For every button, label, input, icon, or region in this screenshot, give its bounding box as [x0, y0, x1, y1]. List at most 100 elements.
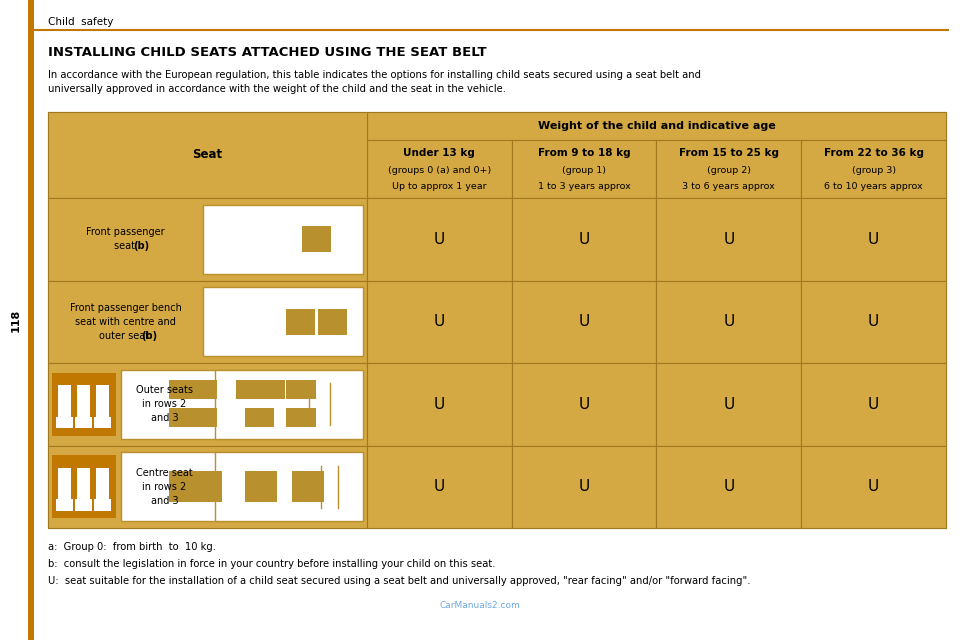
- Bar: [657, 445, 802, 528]
- Text: From 15 to 25 kg: From 15 to 25 kg: [679, 148, 779, 157]
- Bar: [48, 363, 367, 445]
- Text: U: U: [868, 314, 879, 329]
- Text: (groups 0 (a) and 0+): (groups 0 (a) and 0+): [388, 166, 491, 175]
- Bar: [657, 140, 802, 198]
- Bar: [48, 445, 367, 528]
- Bar: [512, 280, 657, 363]
- Bar: [97, 385, 108, 417]
- Bar: [75, 417, 91, 428]
- Bar: [367, 363, 512, 445]
- Text: U: U: [723, 479, 734, 494]
- Text: (b): (b): [132, 241, 149, 252]
- Bar: [48, 198, 367, 280]
- Bar: [121, 370, 362, 439]
- Bar: [77, 468, 89, 499]
- Bar: [512, 445, 657, 528]
- Text: U: U: [578, 232, 589, 247]
- Bar: [802, 140, 946, 198]
- Text: U: U: [434, 232, 444, 247]
- Bar: [57, 499, 72, 511]
- Bar: [52, 373, 114, 436]
- Text: U: U: [868, 479, 879, 494]
- Text: Weight of the child and indicative age: Weight of the child and indicative age: [538, 121, 776, 131]
- Bar: [60, 385, 71, 417]
- Bar: [657, 198, 802, 280]
- Text: U: U: [434, 397, 444, 412]
- Text: (b): (b): [141, 331, 157, 340]
- Bar: [802, 445, 946, 528]
- Bar: [58, 417, 73, 428]
- Text: 6 to 10 years approx: 6 to 10 years approx: [825, 182, 923, 191]
- Text: Child  safety: Child safety: [48, 17, 113, 27]
- Text: Front passenger: Front passenger: [86, 227, 165, 237]
- Text: U: U: [723, 314, 734, 329]
- Text: Front passenger bench: Front passenger bench: [70, 303, 181, 313]
- Bar: [76, 499, 92, 511]
- Text: a:  Group 0:  from birth  to  10 kg.: a: Group 0: from birth to 10 kg.: [48, 542, 216, 552]
- Text: Centre seat
in rows 2
and 3: Centre seat in rows 2 and 3: [136, 468, 193, 506]
- Bar: [802, 198, 946, 280]
- Bar: [94, 499, 109, 511]
- Bar: [245, 471, 277, 502]
- Bar: [367, 198, 512, 280]
- Bar: [59, 385, 70, 417]
- Bar: [286, 308, 315, 335]
- Bar: [76, 417, 92, 428]
- Text: INSTALLING CHILD SEATS ATTACHED USING THE SEAT BELT: INSTALLING CHILD SEATS ATTACHED USING TH…: [48, 46, 487, 59]
- Bar: [512, 140, 657, 198]
- Bar: [95, 499, 111, 511]
- Text: Up to approx 1 year: Up to approx 1 year: [392, 182, 487, 191]
- Text: 1 to 3 years approx: 1 to 3 years approx: [538, 182, 631, 191]
- Text: U: U: [578, 314, 589, 329]
- Text: U: U: [723, 232, 734, 247]
- Text: U: U: [578, 397, 589, 412]
- Bar: [215, 452, 363, 522]
- Text: U: U: [868, 232, 879, 247]
- Text: 3 to 6 years approx: 3 to 6 years approx: [683, 182, 775, 191]
- Text: outer seat: outer seat: [99, 331, 153, 340]
- Bar: [802, 280, 946, 363]
- Bar: [367, 112, 946, 140]
- Bar: [367, 140, 512, 198]
- Text: U: U: [434, 479, 444, 494]
- Bar: [245, 408, 275, 427]
- Text: 118: 118: [11, 308, 21, 332]
- Text: Seat: Seat: [192, 148, 223, 161]
- Text: In accordance with the European regulation, this table indicates the options for: In accordance with the European regulati…: [48, 70, 701, 80]
- Bar: [94, 417, 109, 428]
- Bar: [302, 226, 331, 252]
- Bar: [53, 373, 116, 436]
- Bar: [60, 468, 71, 499]
- Bar: [52, 456, 114, 518]
- Text: From 22 to 36 kg: From 22 to 36 kg: [824, 148, 924, 157]
- Bar: [367, 280, 512, 363]
- Text: (group 3): (group 3): [852, 166, 896, 175]
- Bar: [96, 385, 108, 417]
- Text: seat: seat: [113, 241, 138, 252]
- Text: Under 13 kg: Under 13 kg: [403, 148, 475, 157]
- Bar: [169, 408, 217, 427]
- Bar: [53, 456, 116, 518]
- Text: (group 1): (group 1): [562, 166, 606, 175]
- Text: U: U: [578, 479, 589, 494]
- Bar: [169, 471, 222, 502]
- Text: CarManuals2.com: CarManuals2.com: [440, 600, 520, 609]
- Bar: [48, 112, 367, 198]
- Bar: [78, 468, 90, 499]
- Text: universally approved in accordance with the weight of the child and the seat in : universally approved in accordance with …: [48, 84, 506, 94]
- Bar: [121, 452, 362, 522]
- Bar: [657, 363, 802, 445]
- Bar: [96, 468, 108, 499]
- Bar: [657, 280, 802, 363]
- Bar: [78, 385, 90, 417]
- Bar: [215, 370, 363, 439]
- Bar: [95, 417, 111, 428]
- Bar: [48, 280, 367, 363]
- Bar: [367, 445, 512, 528]
- Text: b:  consult the legislation in force in your country before installing your chil: b: consult the legislation in force in y…: [48, 559, 495, 569]
- Bar: [97, 468, 108, 499]
- Bar: [245, 380, 275, 399]
- Text: (group 2): (group 2): [707, 166, 751, 175]
- Bar: [57, 417, 72, 428]
- Text: U: U: [868, 397, 879, 412]
